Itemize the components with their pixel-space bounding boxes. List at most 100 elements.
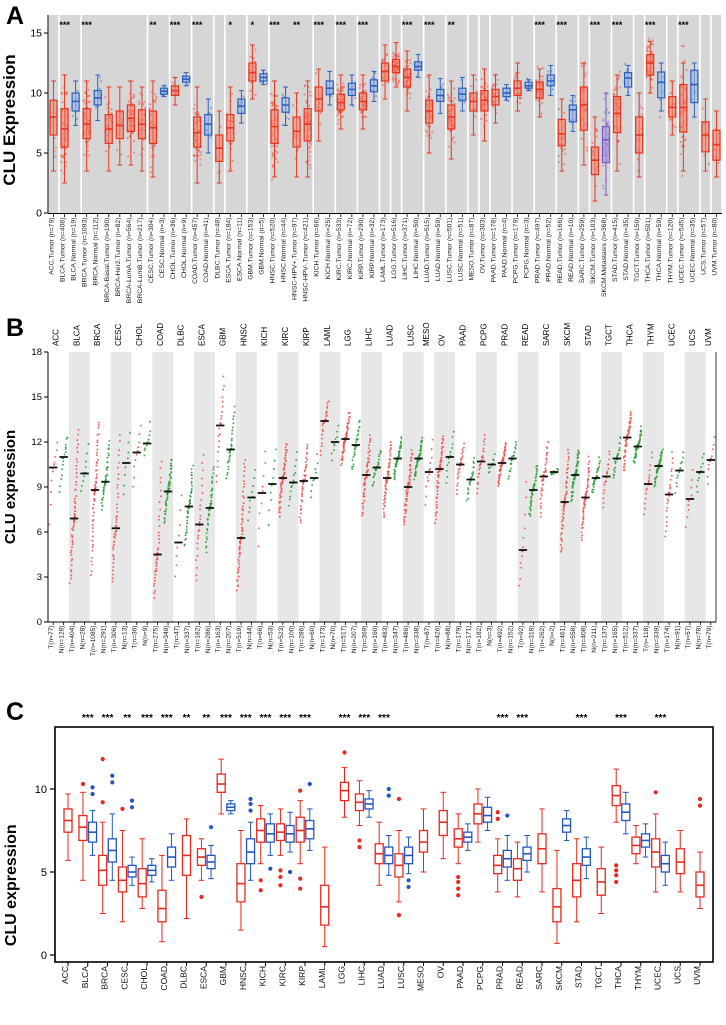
data-point — [372, 483, 374, 486]
x-tick-label: N(n=165) — [612, 626, 619, 654]
x-tick-label: THYM — [633, 966, 643, 990]
data-point — [678, 471, 681, 474]
cancer-top-label: LUSC — [406, 324, 415, 346]
data-point — [436, 496, 439, 499]
data-point — [389, 454, 392, 457]
data-point — [296, 450, 298, 453]
median-bar — [570, 474, 580, 476]
data-point — [97, 458, 99, 461]
cancer-top-label: CESC — [114, 324, 123, 346]
data-point — [474, 78, 478, 81]
data-point — [268, 509, 271, 512]
data-point — [679, 153, 682, 156]
data-point — [351, 468, 354, 470]
data-point — [279, 492, 282, 495]
data-point — [564, 152, 567, 156]
data-point — [387, 465, 390, 468]
data-point — [389, 441, 392, 443]
data-point — [55, 449, 58, 452]
data-point — [358, 425, 361, 428]
significance-stars: ** — [183, 713, 191, 724]
data-point — [355, 441, 358, 443]
data-point — [686, 516, 689, 519]
data-point — [364, 483, 366, 486]
data-point — [596, 475, 599, 478]
data-point — [592, 485, 595, 488]
data-point — [449, 451, 452, 454]
data-point — [648, 474, 651, 477]
data-point — [397, 453, 400, 456]
data-point — [578, 451, 581, 454]
data-point — [618, 442, 621, 445]
background-band-COAD — [152, 352, 174, 622]
data-point — [139, 424, 142, 427]
data-point — [572, 484, 574, 487]
data-point — [536, 65, 539, 68]
cancer-top-label: LUAD — [385, 324, 394, 346]
y-tick-label: 12 — [31, 437, 42, 448]
data-point — [404, 60, 407, 63]
data-point — [593, 480, 596, 483]
data-point — [658, 461, 661, 464]
data-point — [583, 500, 586, 502]
median-bar — [508, 457, 517, 460]
data-point — [271, 152, 274, 155]
data-point — [385, 479, 388, 482]
data-point — [582, 502, 585, 504]
data-point — [599, 459, 602, 462]
data-point — [377, 461, 380, 464]
data-point — [193, 159, 197, 162]
data-point — [482, 450, 485, 453]
data-point — [497, 484, 500, 487]
data-point — [64, 152, 68, 155]
data-point — [595, 135, 598, 138]
data-point — [283, 466, 286, 469]
data-point — [435, 501, 438, 503]
data-point — [681, 174, 684, 178]
data-point — [76, 446, 79, 449]
data-point — [345, 436, 348, 439]
data-point — [123, 484, 126, 487]
x-tick-label: READ.Normal (n=10) — [568, 218, 575, 282]
data-point — [81, 484, 83, 487]
x-tick-label: SARC — [534, 966, 544, 990]
data-point — [429, 88, 432, 91]
data-point — [420, 440, 423, 443]
outlier-point — [298, 788, 303, 793]
x-tick-label: COAD — [159, 966, 169, 991]
data-point — [393, 477, 396, 480]
data-point — [96, 444, 99, 447]
data-point — [669, 117, 672, 121]
data-point — [603, 489, 606, 492]
data-point — [308, 90, 311, 94]
data-point — [576, 460, 579, 463]
data-point — [211, 475, 214, 478]
data-point — [190, 491, 192, 494]
data-point — [504, 448, 507, 451]
data-point — [336, 83, 339, 86]
data-point — [520, 566, 523, 569]
data-point — [92, 503, 95, 506]
outlier-point — [697, 803, 703, 808]
data-point — [239, 552, 242, 555]
outlier-point — [298, 886, 303, 891]
data-point — [83, 475, 86, 478]
data-point — [636, 169, 640, 172]
data-point — [111, 577, 114, 580]
significance-stars: ** — [293, 20, 301, 30]
data-point — [165, 498, 168, 501]
cancer-top-label: LAML — [323, 325, 332, 346]
x-tick-label: T(n=262) — [539, 626, 546, 653]
data-point — [280, 487, 283, 490]
data-point — [504, 445, 507, 447]
data-point — [702, 452, 705, 455]
data-point — [195, 579, 198, 582]
data-point — [405, 510, 407, 513]
data-point — [419, 447, 422, 449]
data-point — [133, 465, 136, 468]
data-point — [307, 104, 310, 107]
data-point — [367, 469, 370, 472]
data-point — [509, 467, 512, 470]
data-point — [97, 421, 100, 424]
